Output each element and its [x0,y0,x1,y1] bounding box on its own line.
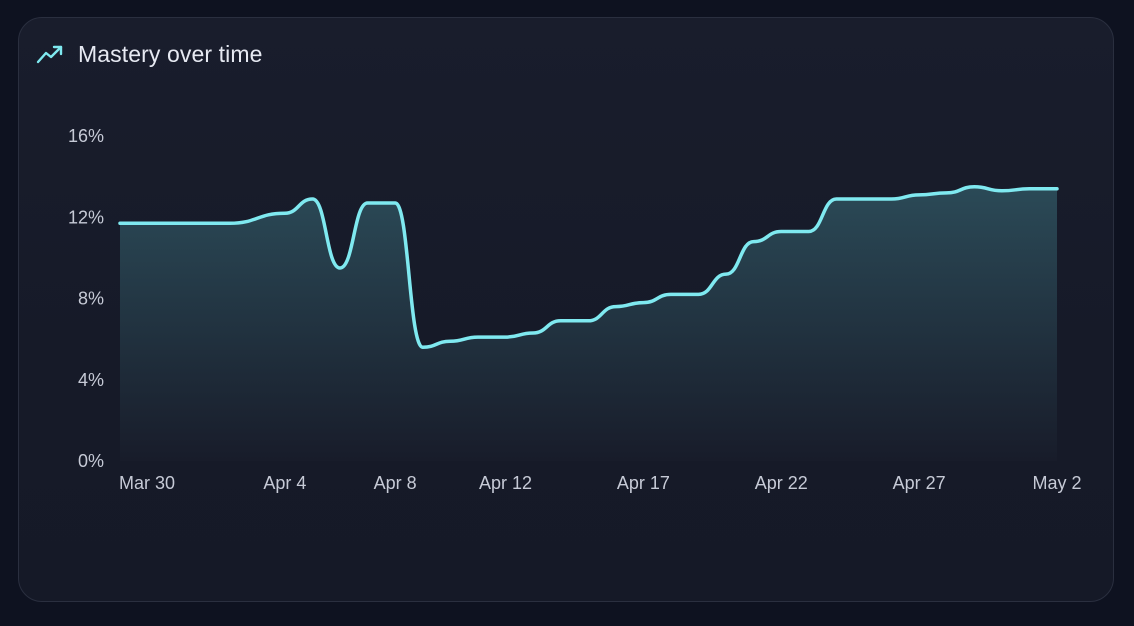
x-tick-label: Apr 17 [617,473,670,493]
x-axis-ticks: Mar 30 Apr 4 Apr 8 Apr 12 Apr 17 Apr 22 Apr 27… [119,473,1082,493]
series-area [120,186,1057,462]
y-tick-label: 12% [68,207,104,227]
trending-up-icon [36,45,63,64]
chart-title: Mastery over time [78,40,263,67]
series-line [118,185,1059,350]
x-tick-label: Apr 27 [893,473,946,493]
y-tick-label: 0% [78,451,104,471]
y-tick-label: 16% [68,126,104,146]
x-tick-label: Apr 4 [263,473,306,493]
x-tick-label: Mar 30 [119,473,175,493]
chart-header: Mastery over time [36,40,262,68]
y-tick-label: 8% [78,289,104,309]
x-tick-label: Apr 8 [374,473,417,493]
x-tick-label: Apr 22 [755,473,808,493]
x-tick-label: May 2 [1032,473,1081,493]
y-tick-label: 4% [78,370,104,390]
x-tick-label: Apr 12 [479,473,532,493]
y-axis-ticks: 0% 4% 8% 12% 16% [68,126,104,471]
